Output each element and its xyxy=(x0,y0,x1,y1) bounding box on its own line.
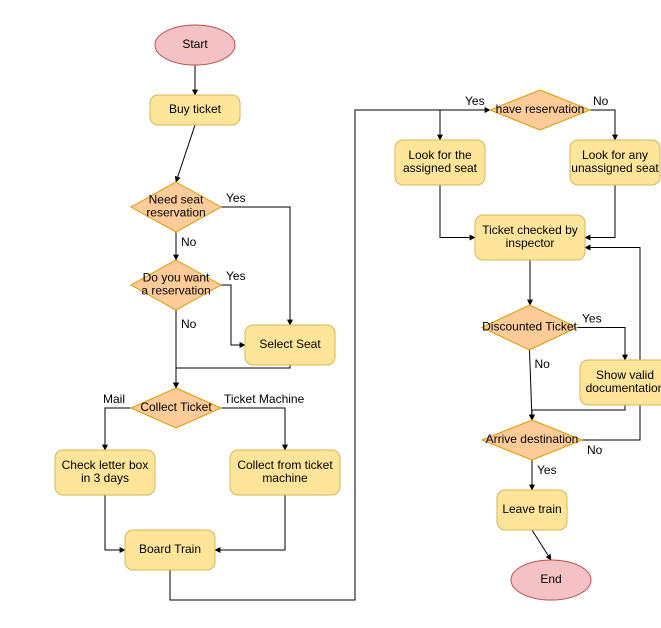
svg-text:Select Seat: Select Seat xyxy=(259,337,321,351)
svg-text:Buy ticket: Buy ticket xyxy=(169,102,222,116)
svg-text:Discounted Ticket: Discounted Ticket xyxy=(482,320,577,334)
svg-text:Do you want: Do you want xyxy=(143,271,210,285)
label-discounted_yes: Yes xyxy=(582,312,602,326)
e-disc-yes xyxy=(577,328,625,361)
e-buy-need xyxy=(176,125,195,182)
svg-text:have reservation: have reservation xyxy=(496,102,585,116)
label-needSeat_no: No xyxy=(181,235,197,249)
svg-text:assigned seat: assigned seat xyxy=(403,161,478,175)
flowchart-diagram: Start Buy ticket Need seatreservation Do yo… xyxy=(0,0,661,628)
svg-text:Board Train: Board Train xyxy=(139,542,201,556)
svg-text:Show valid: Show valid xyxy=(596,368,654,382)
label-haveRes_no: No xyxy=(593,94,609,108)
svg-text:inspector: inspector xyxy=(506,236,555,250)
svg-text:Need seat: Need seat xyxy=(149,193,204,207)
svg-text:a reservation: a reservation xyxy=(141,284,210,298)
label-wantRes_no: No xyxy=(181,317,197,331)
label-discounted_no: No xyxy=(535,357,551,371)
e-leave-end xyxy=(532,530,551,560)
svg-text:machine: machine xyxy=(262,471,308,485)
svg-text:unassigned seat: unassigned seat xyxy=(571,161,659,175)
svg-text:Check letter box: Check letter box xyxy=(62,458,149,472)
e-doc-arrive xyxy=(532,405,625,420)
label-arrive_yes: Yes xyxy=(537,463,557,477)
svg-text:documentation: documentation xyxy=(586,381,661,395)
e-collect-mail xyxy=(105,408,131,450)
e-machine-board xyxy=(215,495,285,550)
svg-text:reservation: reservation xyxy=(146,206,205,220)
svg-text:Leave train: Leave train xyxy=(502,502,561,516)
svg-text:Arrive destination: Arrive destination xyxy=(486,432,579,446)
svg-text:Collect Ticket: Collect Ticket xyxy=(140,400,212,414)
e-have-no xyxy=(590,110,615,140)
svg-text:Start: Start xyxy=(182,37,208,51)
e-want-yes xyxy=(221,285,245,345)
e-collect-machine xyxy=(221,408,285,450)
e-have-yes xyxy=(440,110,490,140)
e-arrive-no xyxy=(582,248,640,441)
label-collect_machine: Ticket Machine xyxy=(224,392,305,406)
label-arrive_no: No xyxy=(587,443,603,457)
e-letter-board xyxy=(105,495,125,550)
label-needSeat_yes: Yes xyxy=(226,191,246,205)
svg-text:Ticket checked by: Ticket checked by xyxy=(482,223,578,237)
label-collect_mail: Mail xyxy=(103,392,125,406)
e-unassigned-checked xyxy=(585,185,615,238)
svg-text:End: End xyxy=(540,572,561,586)
e-select-collect xyxy=(176,365,290,388)
label-haveRes_yes: Yes xyxy=(465,94,485,108)
e-assigned-checked xyxy=(440,185,475,238)
svg-text:Look for any: Look for any xyxy=(582,148,648,162)
svg-text:in 3 days: in 3 days xyxy=(81,471,129,485)
svg-text:Collect from ticket: Collect from ticket xyxy=(237,458,333,472)
svg-text:Look for the: Look for the xyxy=(408,148,472,162)
label-wantRes_yes: Yes xyxy=(226,269,246,283)
